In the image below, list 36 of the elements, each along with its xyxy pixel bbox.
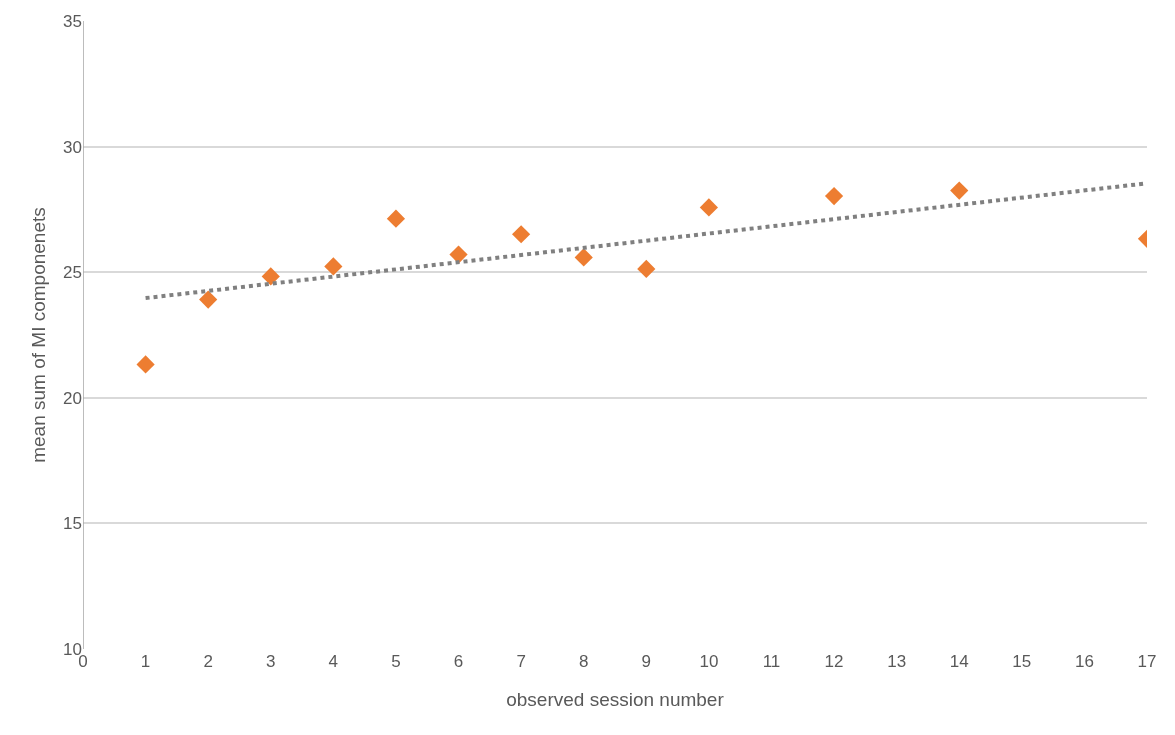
point — [824, 186, 844, 206]
x-tick-label: 7 — [516, 652, 526, 671]
x-tick-label: 1 — [140, 652, 151, 671]
x-tick-label: 4 — [328, 652, 339, 671]
point — [574, 248, 593, 267]
point — [950, 181, 969, 200]
point — [637, 259, 656, 279]
y-tick-label: 30 — [63, 137, 82, 157]
point — [386, 209, 406, 228]
y-axis-title: mean sum of MI componenets — [27, 207, 49, 463]
point — [449, 245, 468, 264]
x-tick-label: 3 — [266, 652, 276, 671]
point — [324, 257, 343, 276]
x-tick-label: 9 — [641, 652, 652, 671]
x-tick-label: 16 — [1074, 652, 1094, 671]
x-tick-label: 8 — [578, 652, 589, 671]
point — [512, 225, 531, 244]
x-tick-label: 2 — [203, 652, 213, 671]
x-tick-label: 15 — [1012, 652, 1032, 671]
point — [261, 267, 280, 286]
point — [699, 198, 718, 217]
x-tick-label: 6 — [453, 652, 464, 671]
y-tick-label: 15 — [63, 514, 82, 534]
x-tick-label: 5 — [391, 652, 401, 671]
x-tick-label: 12 — [824, 652, 844, 671]
x-tick-label: 13 — [887, 652, 907, 671]
y-tick-label: 20 — [63, 388, 82, 408]
x-axis-title: observed session number — [506, 688, 725, 710]
x-tick-label: 14 — [949, 652, 969, 671]
point — [136, 355, 155, 374]
y-tick-label: 25 — [63, 263, 82, 283]
x-tick-label: 17 — [1137, 652, 1157, 671]
x-tick-label: 10 — [699, 652, 719, 671]
x-tick-label: 11 — [762, 652, 781, 671]
point — [199, 290, 218, 309]
y-tick-label: 35 — [63, 11, 82, 31]
